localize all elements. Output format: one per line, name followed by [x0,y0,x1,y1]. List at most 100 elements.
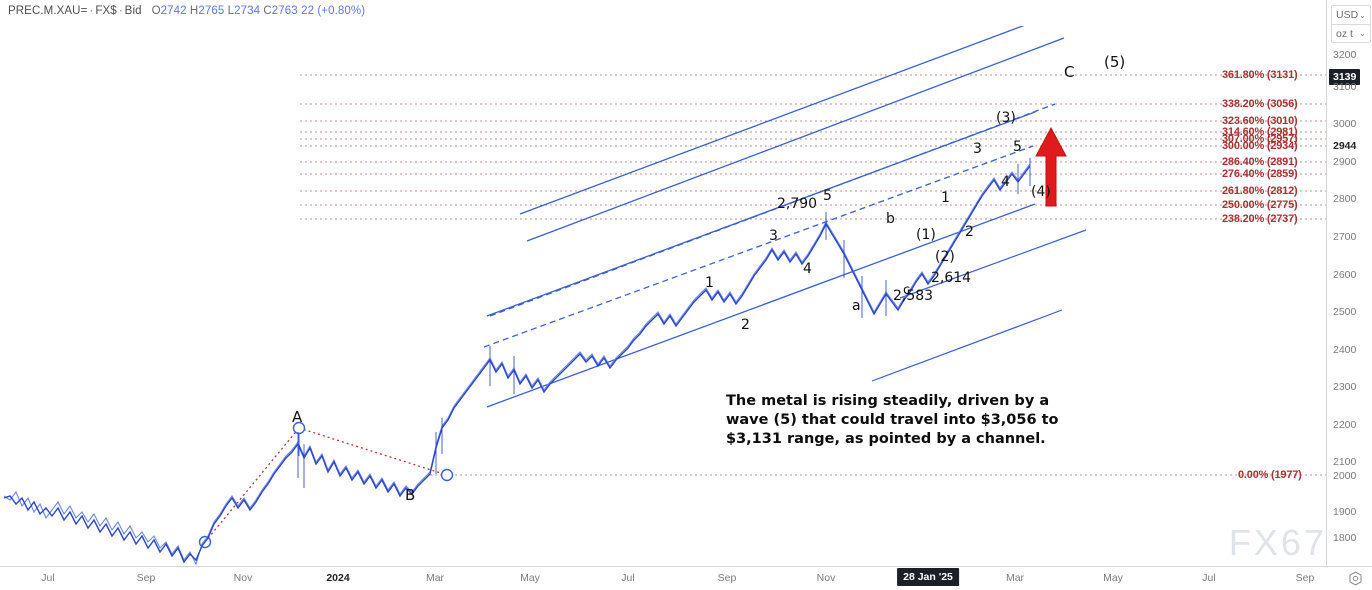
price-tick-3200: 3200 [1333,49,1357,61]
fib-label-314: 314.60% (2981) [1222,126,1298,138]
wave-label-2a: 2 [741,317,750,333]
time-axis[interactable]: Jul Sep Nov 2024 Mar May Jul Sep Nov 202… [0,566,1372,590]
unit-selector[interactable]: oz t ⌄ [1331,24,1371,43]
time-tick-2024: 2024 [326,572,350,584]
fib-label-000: 0.00% (1977) [1238,469,1302,481]
wave-label-paren-5: (5) [1104,53,1126,71]
wave-label-paren-4: (4) [1031,184,1051,200]
fib-label-276: 276.40% (2859) [1222,168,1298,180]
fibonacci-retracement-lines [300,74,1326,476]
fib-label-361: 361.80% (3131) [1222,69,1298,81]
price-tick-2700: 2700 [1333,231,1357,243]
price-tick-2900: 2900 [1333,156,1357,168]
ticker-symbol[interactable]: PREC.M.XAU= [8,5,88,17]
price-tick-3000: 3000 [1333,118,1357,130]
wave-label-3a: 3 [769,228,778,244]
ticker-source: FX$ [95,5,117,17]
high-value: 2765 [198,5,225,17]
wave-label-paren-2: (2) [935,249,955,265]
main-channel [483,111,1036,408]
time-tick-mar-1: Mar [425,572,445,584]
crosshair-date-badge: 28 Jan '25 [897,568,959,586]
chart-settings-icon[interactable] [1347,570,1364,587]
wave-label-B: B [405,486,416,504]
chart-plot-area[interactable] [0,26,1326,566]
fib-label-323: 323.60% (3010) [1222,115,1298,127]
time-tick-jul-3: Jul [1202,572,1216,584]
fib-label-338: 338.20% (3056) [1222,98,1298,110]
wave-label-b: b [886,211,895,227]
price-tick-2500: 2500 [1333,306,1357,318]
price-tick-2400: 2400 [1333,344,1357,356]
price-tick-2000: 2000 [1333,470,1357,482]
fib-label-286: 286.40% (2891) [1222,156,1298,168]
wave-label-5b: 5 [1013,139,1022,155]
fib-anchor-trendlines [198,421,454,549]
fib-label-261: 261.80% (2812) [1222,185,1298,197]
fib-anchor-point-b [440,468,454,482]
currency-label: USD [1336,9,1359,21]
last-price-badge: 3139 [1329,69,1361,85]
analysis-callout: The metal is rising steadily, driven by … [726,393,1059,448]
bullish-arrow-icon [1035,126,1067,207]
sub-channel [871,229,1087,382]
price-label-2790: 2,790 [777,196,818,212]
fib-label-307: 307.00% (2957) [1222,133,1298,145]
change-value: 22 (+0.80%) [301,5,366,17]
outer-channel [489,26,1065,317]
wave-label-paren-1: (1) [916,227,936,243]
wave-label-4a: 4 [803,261,812,277]
low-label: L [227,5,235,17]
price-label-2583: 2,583 [893,288,934,304]
wave-label-C: C [1064,63,1075,81]
open-value: 2742 [160,5,187,17]
low-value: 2734 [234,5,261,17]
wave-label-1b: 1 [941,190,950,206]
price-tick-3100: 3100 [1333,81,1357,93]
time-tick-mar-2: Mar [1005,572,1025,584]
price-tick-1900: 1900 [1333,506,1357,518]
fib-anchor-point-a [292,421,306,435]
open-label: O [151,5,161,17]
wave-label-a: a [852,298,861,314]
fib-label-300: 300.00% (2934) [1222,140,1298,152]
wave-label-2b: 2 [965,224,974,240]
wave-label-paren-3: (3) [996,110,1016,126]
ticker-side: Bid [124,5,142,17]
time-tick-sep-1: Sep [136,572,156,584]
price-tick-2800: 2800 [1333,193,1357,205]
close-label: C [263,5,272,17]
price-tick-2200: 2200 [1333,419,1357,431]
high-label: H [189,5,199,17]
ohlc-group: O2742 H2765 L2734 C2763 22 (+0.80%) [152,5,366,17]
time-tick-nov-2: Nov [816,572,836,584]
price-tick-2944: 2944 [1333,140,1357,152]
wave-label-4b: 4 [1001,174,1010,190]
close-value: 2763 [271,5,298,17]
price-tick-2300: 2300 [1333,381,1357,393]
time-tick-jul-1: Jul [41,572,55,584]
chevron-down-icon: ⌄ [1359,29,1366,38]
price-tick-2600: 2600 [1333,269,1357,281]
ticker-separator-1: · [89,5,94,17]
chevron-down-icon: ⌄ [1359,10,1366,20]
quote-header: PREC.M.XAU= · FX$ · Bid O2742 H2765 L2734 C27… [8,5,365,17]
price-series [3,158,1031,566]
wave-label-5a: 5 [823,188,832,204]
wave-label-c: c [903,283,911,298]
time-tick-nov-1: Nov [233,572,253,584]
price-axis[interactable]: USD ⌄ oz t ⌄ 3200 3139 3100 3000 2944 29… [1326,0,1372,566]
unit-label: oz t [1336,27,1353,40]
wave-label-3b: 3 [973,141,982,157]
time-tick-may-2: May [1103,572,1123,584]
time-tick-may-1: May [520,572,540,584]
wave-label-A: A [292,408,303,426]
ticker-separator-2: · [118,5,123,17]
wave-label-1a: 1 [705,275,714,291]
price-tick-1800: 1800 [1333,532,1357,544]
fib-label-238: 238.20% (2737) [1222,213,1298,225]
price-label-2614: 2,614 [931,270,972,286]
time-tick-sep-2: Sep [717,572,737,584]
currency-selector[interactable]: USD ⌄ [1331,5,1371,24]
